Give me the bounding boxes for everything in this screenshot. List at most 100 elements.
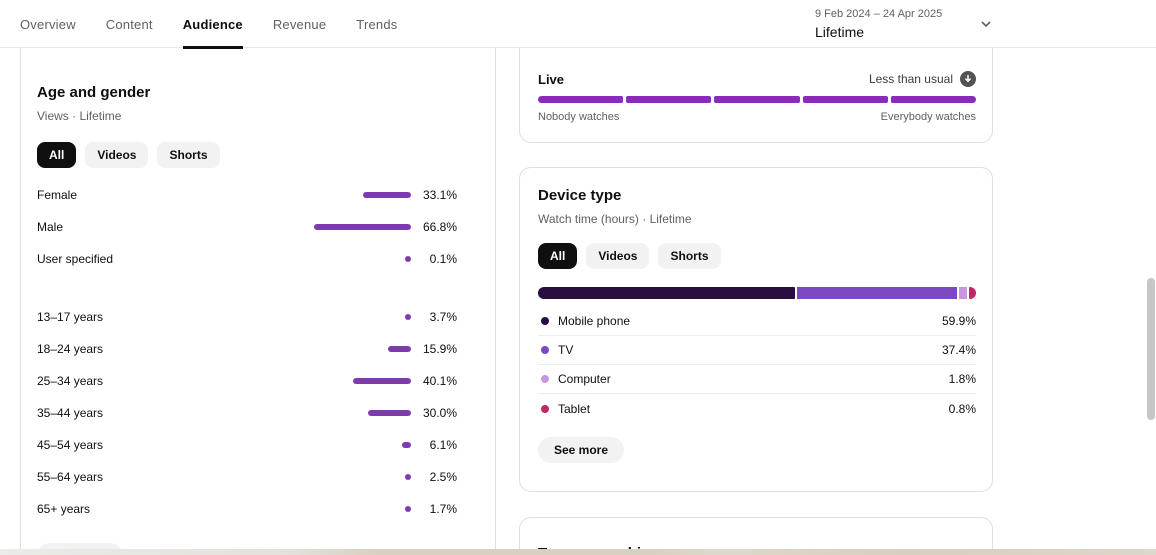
legend-dot-icon xyxy=(541,317,549,325)
live-meter-segment xyxy=(538,96,624,103)
device-legend: Mobile phone 59.9% TV 37.4% Computer 1.8% Tabl… xyxy=(538,307,976,423)
stat-row: 13–17 years 3.7% xyxy=(37,301,457,333)
date-range-picker[interactable]: 9 Feb 2024 – 24 Apr 2025 Lifetime xyxy=(815,7,942,41)
age-gender-chip-shorts[interactable]: Shorts xyxy=(157,142,220,168)
legend-value: 1.8% xyxy=(948,372,976,386)
device-bar-segment xyxy=(538,287,795,299)
legend-value: 37.4% xyxy=(941,343,976,357)
stat-bar xyxy=(314,224,411,230)
device-stacked-bar xyxy=(538,287,976,299)
stat-row: Female 33.1% xyxy=(37,179,457,211)
stat-value: 2.5% xyxy=(429,470,457,484)
live-status: Less than usual xyxy=(869,71,976,87)
live-scale-labels: Nobody watches Everybody watches xyxy=(538,111,976,123)
stat-row: 18–24 years 15.9% xyxy=(37,333,457,365)
stat-value: 1.7% xyxy=(429,502,457,516)
stat-label: Female xyxy=(37,188,78,202)
legend-dot-icon xyxy=(541,404,549,413)
device-see-more-button[interactable]: See more xyxy=(538,437,625,463)
device-chip-all[interactable]: All xyxy=(538,243,578,269)
device-chip-shorts[interactable]: Shorts xyxy=(658,243,721,269)
bottom-edge-strip xyxy=(0,549,1156,555)
legend-label: Tablet xyxy=(558,401,591,416)
chevron-down-icon[interactable] xyxy=(978,16,994,32)
legend-row: Mobile phone 59.9% xyxy=(538,307,976,336)
age-gender-card: Age and gender Views · Lifetime All Video… xyxy=(20,30,496,555)
tab-revenue[interactable]: Revenue xyxy=(272,16,327,32)
tab-content[interactable]: Content xyxy=(105,16,153,32)
legend-dot-icon xyxy=(541,346,549,354)
age-gender-chip-videos[interactable]: Videos xyxy=(85,142,149,168)
age-gender-card-subtitle: Views · Lifetime xyxy=(37,109,122,123)
device-card-title: Device type xyxy=(538,187,622,204)
tab-audience[interactable]: Audience xyxy=(182,0,243,49)
device-card-subtitle: Watch time (hours) · Lifetime xyxy=(538,212,692,226)
live-meter-segment xyxy=(802,96,888,103)
stat-label: 13–17 years xyxy=(37,310,104,324)
age-breakdown-list: 13–17 years 3.7% 18–24 years 15.9% 25–34 yea… xyxy=(37,301,457,525)
stat-value: 15.9% xyxy=(422,342,457,356)
vertical-scrollbar-thumb[interactable] xyxy=(1147,278,1155,420)
stat-bar xyxy=(405,314,411,320)
stat-row: Male 66.8% xyxy=(37,211,457,243)
device-filter-chips: All Videos Shorts xyxy=(538,243,976,269)
analytics-header: Overview Content Audience Revenue Trends 9 F… xyxy=(0,0,1156,49)
live-scale-right: Everybody watches xyxy=(880,111,976,123)
stat-bar xyxy=(405,256,411,262)
date-range-text: 9 Feb 2024 – 24 Apr 2025 xyxy=(815,8,943,20)
stat-value: 3.7% xyxy=(429,310,457,324)
device-bar-segment xyxy=(796,287,958,299)
age-gender-chip-all[interactable]: All xyxy=(37,142,77,168)
stat-row: 35–44 years 30.0% xyxy=(37,397,457,429)
legend-value: 59.9% xyxy=(941,314,976,328)
stat-label: 18–24 years xyxy=(37,342,104,356)
legend-label: Mobile phone xyxy=(558,314,631,328)
tab-overview[interactable]: Overview xyxy=(20,16,76,32)
legend-row: Tablet 0.8% xyxy=(538,394,976,423)
live-meter-segment xyxy=(626,96,712,103)
stat-label: 35–44 years xyxy=(37,406,104,420)
stat-value: 30.0% xyxy=(422,406,457,420)
device-bar-segment xyxy=(959,287,968,299)
age-gender-filter-chips: All Videos Shorts xyxy=(37,142,457,168)
live-card: Live Less than usual Nobody watches Ever… xyxy=(519,30,993,143)
device-bar-segment xyxy=(969,287,976,299)
stat-label: 25–34 years xyxy=(37,374,104,388)
stat-label: 45–54 years xyxy=(37,438,104,452)
device-chip-videos[interactable]: Videos xyxy=(586,243,650,269)
stat-bar xyxy=(405,506,411,512)
analytics-tabs: Overview Content Audience Revenue Trends xyxy=(20,0,398,49)
stat-label: Male xyxy=(37,220,64,234)
stat-row: 45–54 years 6.1% xyxy=(37,429,457,461)
live-meter-segment xyxy=(890,96,977,103)
legend-dot-icon xyxy=(541,375,549,383)
stat-bar xyxy=(367,410,411,416)
legend-label: Computer xyxy=(558,372,611,386)
legend-row: TV 37.4% xyxy=(538,336,976,365)
stat-row: User specified 0.1% xyxy=(37,243,457,275)
stat-bar xyxy=(363,192,411,198)
stat-row: 55–64 years 2.5% xyxy=(37,461,457,493)
tab-trends[interactable]: Trends xyxy=(356,16,398,32)
legend-value: 0.8% xyxy=(948,401,976,416)
stat-bar xyxy=(352,378,411,384)
device-type-card: Device type Watch time (hours) · Lifetim… xyxy=(519,167,993,492)
stat-label: 65+ years xyxy=(37,502,91,516)
age-gender-card-title: Age and gender xyxy=(37,84,151,101)
live-status-text: Less than usual xyxy=(868,72,953,86)
live-scale-left: Nobody watches xyxy=(538,111,620,123)
gender-breakdown-list: Female 33.1% Male 66.8% User specified 0.1% xyxy=(37,179,457,275)
stat-value: 6.1% xyxy=(429,438,457,452)
live-watch-meter xyxy=(538,96,977,103)
trend-down-icon xyxy=(960,71,976,87)
stat-row: 65+ years 1.7% xyxy=(37,493,457,525)
stat-value: 66.8% xyxy=(422,220,457,234)
stat-value: 0.1% xyxy=(429,252,457,266)
stat-bar xyxy=(402,442,411,448)
stat-bar xyxy=(387,346,411,352)
stat-label: User specified xyxy=(37,252,114,266)
legend-row: Computer 1.8% xyxy=(538,365,976,394)
stat-value: 40.1% xyxy=(422,374,457,388)
date-period-text: Lifetime xyxy=(815,24,865,40)
